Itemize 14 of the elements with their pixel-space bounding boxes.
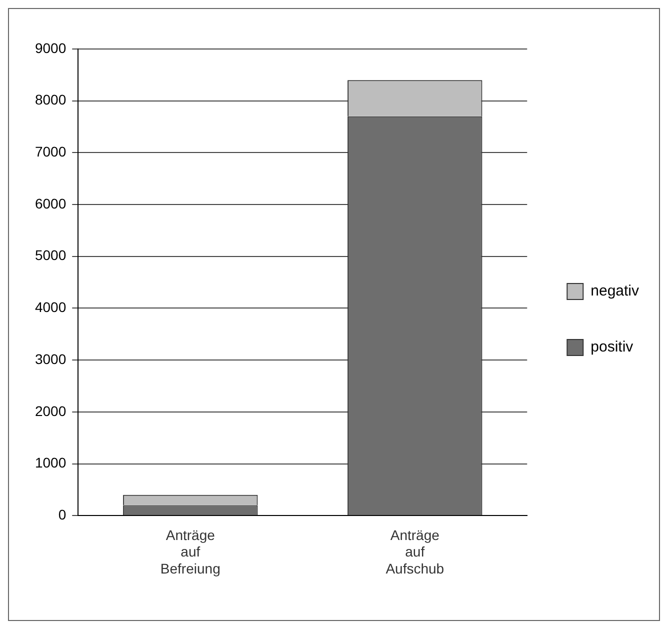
y-tick-label: 0 bbox=[58, 506, 66, 522]
y-tick-label: 2000 bbox=[34, 402, 66, 419]
y-tick-label: 4000 bbox=[34, 299, 66, 316]
x-tick-label: Anträge auf Aufschub bbox=[386, 526, 444, 576]
y-tick-label: 1000 bbox=[34, 454, 66, 471]
y-tick-label: 9000 bbox=[34, 40, 66, 56]
legend-label: negativ bbox=[590, 282, 640, 300]
x-tick-label: Anträge auf Befreiung bbox=[160, 526, 220, 576]
y-tick-label: 8000 bbox=[34, 92, 66, 108]
y-tick-label: 6000 bbox=[34, 195, 66, 212]
y-tick-label: 3000 bbox=[34, 350, 66, 367]
legend-label: positiv bbox=[590, 338, 634, 356]
y-tick-label: 5000 bbox=[34, 247, 66, 264]
y-tick-label: 7000 bbox=[34, 144, 66, 160]
